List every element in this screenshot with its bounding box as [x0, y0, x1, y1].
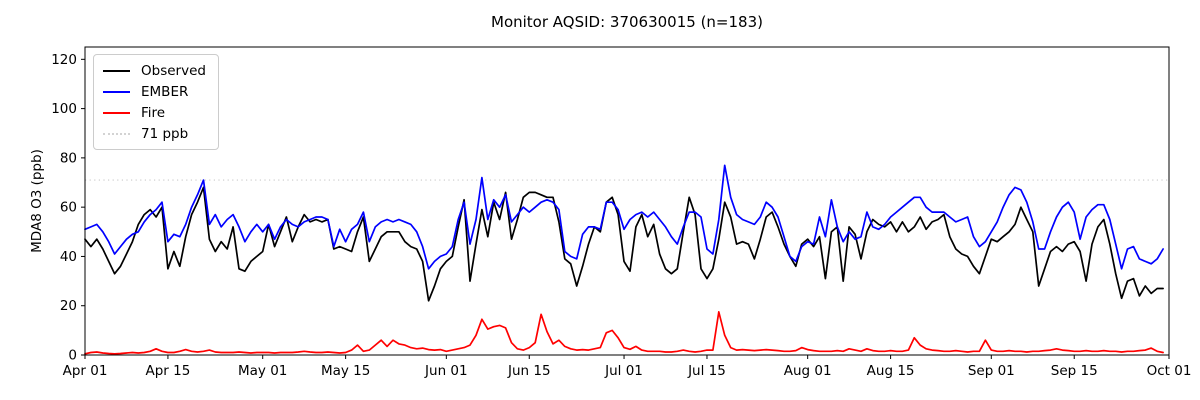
- x-tick-label: Aug 01: [784, 363, 832, 379]
- legend-item-observed: Observed: [103, 60, 206, 81]
- x-tick-label: Jun 15: [507, 363, 551, 379]
- series-line-ember: [84, 164, 1164, 270]
- y-tick-label: 20: [60, 298, 77, 314]
- y-tick-label: 100: [51, 101, 77, 117]
- legend-swatch-solid-line: [103, 111, 130, 114]
- legend-item-fire: Fire: [103, 102, 206, 123]
- y-tick-label: 0: [68, 348, 77, 364]
- y-tick-label: 120: [51, 52, 77, 68]
- x-tick-label: May 01: [238, 363, 287, 379]
- x-tick-label: May 15: [321, 363, 370, 379]
- legend-label: Fire: [141, 104, 166, 121]
- legend-item-ember: EMBER: [103, 81, 206, 102]
- axes-border: [84, 46, 1170, 356]
- y-tick-label: 60: [60, 200, 77, 216]
- x-tick-label: Sep 01: [968, 363, 1015, 379]
- legend-item-71-ppb: 71 ppb: [103, 123, 206, 144]
- legend-label: Observed: [141, 62, 206, 79]
- legend-label: 71 ppb: [141, 125, 189, 142]
- x-tick-label: Jul 01: [604, 363, 643, 379]
- x-tick-label: Aug 15: [867, 363, 915, 379]
- legend-swatch-solid-line: [103, 90, 130, 93]
- chart-title: Monitor AQSID: 370630015 (n=183): [491, 13, 763, 31]
- legend-swatch-solid-line: [103, 69, 130, 72]
- x-tick-label: Sep 15: [1051, 363, 1098, 379]
- x-tick-label: Oct 01: [1147, 363, 1192, 379]
- x-tick-label: Apr 01: [63, 363, 108, 379]
- x-tick-label: Jun 01: [424, 363, 468, 379]
- x-tick-label: Jul 15: [687, 363, 726, 379]
- x-tick-label: Apr 15: [146, 363, 191, 379]
- legend-label: EMBER: [141, 83, 189, 100]
- series-line-observed: [84, 186, 1164, 302]
- y-tick-label: 40: [60, 249, 77, 265]
- series-line-fire: [84, 311, 1164, 355]
- legend-swatch-dotted-line: [103, 132, 130, 135]
- y-tick-label: 80: [60, 150, 77, 166]
- legend: Observed EMBER Fire 71 ppb: [93, 54, 219, 150]
